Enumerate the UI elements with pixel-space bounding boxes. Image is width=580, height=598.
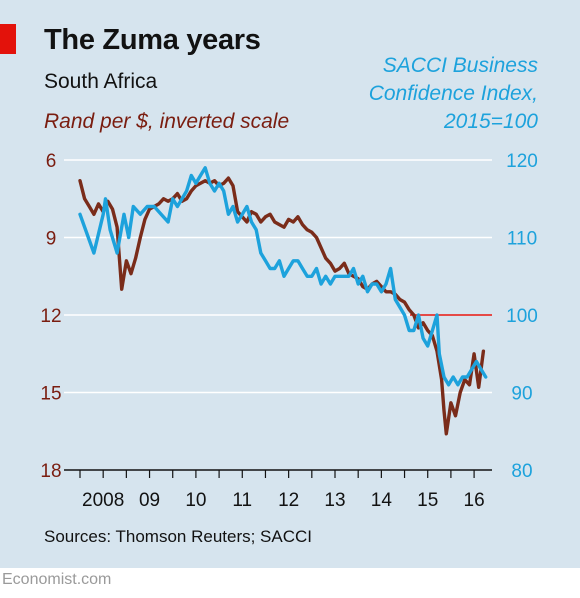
chart-panel	[0, 0, 580, 568]
right-tick-label: 110	[507, 229, 537, 250]
x-tick-label: 15	[417, 490, 438, 511]
x-tick-label: 12	[278, 490, 299, 511]
publisher-credit: Economist.com	[2, 571, 112, 588]
x-tick-label: 11	[232, 490, 252, 511]
right-tick-label: 90	[511, 384, 532, 405]
right-tick-label: 80	[511, 461, 532, 482]
x-tick-label: 09	[139, 490, 160, 511]
line-chart: 2008 09 10 11 12 13 14 15 16 6 9 12 15 18 120 110 100 90 8…	[40, 151, 538, 511]
right-axis-title-line-1: SACCI Business	[382, 54, 538, 77]
left-tick-label: 15	[40, 384, 61, 405]
right-axis-title-line-3: 2015=100	[443, 110, 538, 133]
sacci-series-line	[78, 166, 488, 387]
x-tick-label: 14	[371, 490, 393, 511]
x-tick-label: 2008	[82, 490, 124, 511]
chart-subtitle: South Africa	[44, 70, 158, 93]
left-tick-label: 6	[46, 151, 57, 172]
rand-series-line	[78, 176, 486, 436]
chart-title: The Zuma years	[44, 24, 261, 56]
x-tick-label: 10	[185, 490, 206, 511]
right-tick-label: 100	[506, 306, 538, 327]
left-tick-label: 9	[46, 229, 57, 250]
brand-red-tag	[0, 24, 16, 54]
right-axis-title-line-2: Confidence Index,	[368, 82, 538, 105]
left-axis-title: Rand per $, inverted scale	[44, 110, 290, 133]
left-tick-label: 18	[40, 461, 61, 482]
left-tick-label: 12	[40, 306, 61, 327]
right-axis-title: SACCI Business Confidence Index, 2015=10…	[318, 52, 538, 136]
source-note: Sources: Thomson Reuters; SACCI	[44, 527, 313, 546]
x-tick-label: 16	[464, 490, 485, 511]
x-tick-label: 13	[324, 490, 345, 511]
right-tick-label: 120	[506, 151, 538, 172]
